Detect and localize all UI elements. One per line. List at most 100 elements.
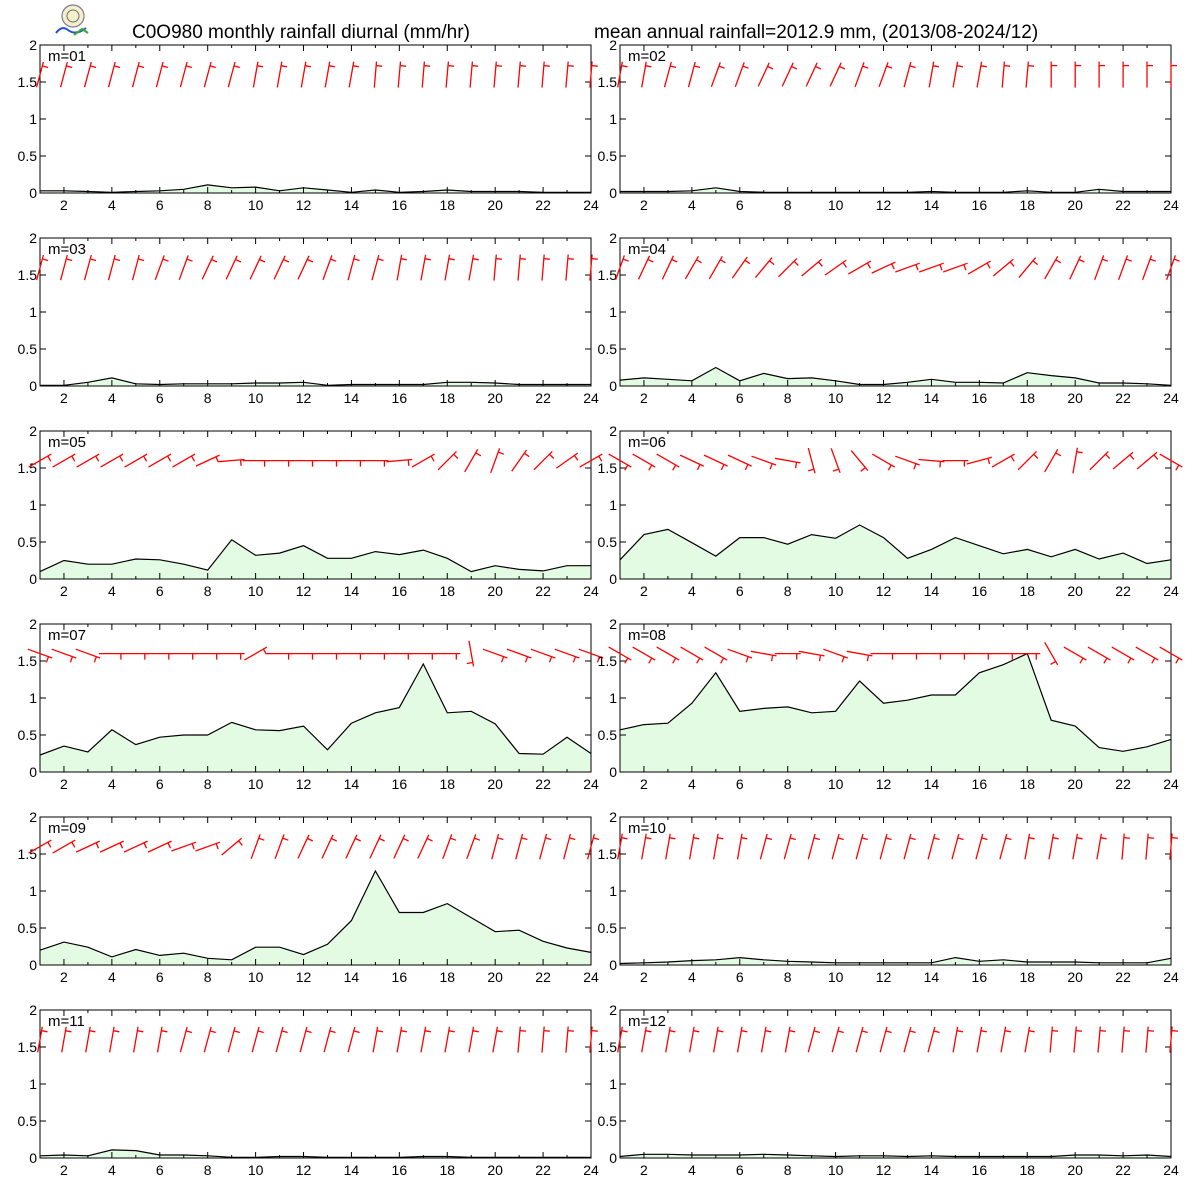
wind-barb-shaft	[918, 458, 945, 463]
x-tick-label: 4	[688, 969, 696, 985]
wind-barb-flag	[495, 64, 502, 67]
wind-barb-flag	[1099, 1029, 1106, 1032]
wind-barb-flag	[1078, 258, 1085, 263]
wind-barb	[999, 833, 1012, 860]
wind-barb-flag	[1127, 657, 1132, 664]
wind-barb-shaft	[420, 254, 427, 281]
y-tick-label: 0	[29, 957, 37, 973]
wind-barb-shaft	[225, 255, 238, 280]
wind-barb-flag	[143, 842, 148, 849]
wind-barb-flag	[259, 258, 266, 263]
wind-barb	[942, 652, 969, 660]
wind-barb-flag	[354, 837, 361, 842]
wind-barb-shaft	[952, 1026, 959, 1053]
wind-barb	[831, 833, 844, 860]
wind-barb	[663, 61, 677, 88]
wind-barb-shaft	[903, 61, 912, 88]
month-label: m=12	[628, 1013, 666, 1030]
wind-barb-shaft	[275, 1026, 284, 1053]
wind-barb	[444, 254, 455, 281]
wind-barb-flag	[1123, 1029, 1130, 1032]
x-tick-label: 20	[487, 969, 503, 985]
wind-barb	[250, 834, 265, 860]
wind-barb	[273, 255, 290, 280]
x-tick-label: 22	[535, 776, 551, 792]
x-tick-label: 6	[156, 583, 164, 599]
x-tick-label: 4	[108, 776, 116, 792]
wind-barb	[85, 1026, 96, 1053]
wind-barb	[274, 834, 289, 860]
wind-barb	[687, 61, 701, 88]
wind-barb-flag	[143, 455, 148, 462]
x-tick-label: 18	[439, 776, 455, 792]
y-tick-label: 1	[609, 111, 617, 127]
wind-barb-shaft	[727, 454, 752, 467]
y-tick-label: 0.5	[18, 727, 38, 743]
wind-barb-flag	[1005, 837, 1012, 841]
y-tick-label: 1	[609, 304, 617, 320]
wind-barb-flag	[596, 656, 601, 663]
x-tick-label: 22	[1115, 969, 1131, 985]
wind-barb	[1096, 833, 1107, 860]
x-tick-label: 18	[439, 969, 455, 985]
wind-barb	[52, 453, 76, 468]
wind-barb	[396, 1026, 407, 1053]
x-tick-label: 20	[487, 197, 503, 213]
y-tick-label: 1	[609, 690, 617, 706]
x-tick-label: 16	[392, 969, 408, 985]
panel-m-10: 00.511.522 4 6 8 10 12 14 16 18 20 22 24m=10	[598, 809, 1179, 985]
x-tick-label: 10	[828, 583, 844, 599]
wind-barb	[83, 254, 97, 281]
x-tick-label: 6	[736, 197, 744, 213]
wind-barb-flag	[215, 843, 219, 850]
x-tick-label: 8	[784, 197, 792, 213]
wind-barb	[798, 650, 825, 662]
panel-m-06: 00.511.522 4 6 8 10 12 14 16 18 20 22 24m=06	[598, 423, 1183, 599]
wind-barb	[736, 1026, 748, 1053]
wind-barb	[170, 652, 197, 660]
chart-title-right: mean annual rainfall=2012.9 mm, (2013/08…	[594, 22, 1038, 43]
wind-barb-flag	[839, 65, 846, 70]
wind-barb-flag	[66, 258, 73, 262]
wind-barb-flag	[621, 837, 628, 840]
lab-seal-logo-icon	[55, 4, 89, 36]
wind-barb	[927, 1026, 940, 1053]
wind-barb	[554, 648, 580, 663]
wind-barb-shaft	[493, 61, 497, 88]
rainfall-area	[620, 957, 1171, 965]
wind-barb	[641, 1026, 652, 1053]
wind-barb	[704, 646, 728, 664]
y-tick-label: 0	[609, 378, 617, 394]
x-tick-label: 2	[640, 969, 648, 985]
wind-barb	[1159, 646, 1183, 664]
wind-barb	[242, 459, 269, 467]
wind-barb	[434, 652, 461, 660]
wind-barb	[362, 652, 389, 660]
wind-barb	[1141, 255, 1157, 281]
wind-barb-flag	[119, 455, 124, 462]
wind-barb-shaft	[1135, 646, 1159, 661]
wind-barb-flag	[717, 837, 724, 840]
wind-barb	[854, 62, 869, 88]
wind-barb-flag	[669, 1030, 676, 1033]
wind-barb-flag	[47, 841, 52, 848]
x-tick-label: 14	[924, 776, 940, 792]
wind-barb-flag	[95, 455, 100, 462]
wind-barb	[637, 255, 654, 280]
x-tick-label: 22	[535, 1162, 551, 1178]
wind-barb-flag	[1147, 1029, 1154, 1032]
wind-barb-flag	[209, 1030, 216, 1034]
x-tick-label: 16	[972, 1162, 988, 1178]
wind-barb	[107, 254, 121, 281]
wind-barb-flag	[621, 65, 628, 68]
wind-barb-flag	[720, 464, 725, 471]
wind-barb	[172, 453, 196, 468]
wind-barb	[807, 1026, 820, 1053]
wind-barb	[783, 833, 796, 860]
wind-barb-flag	[818, 261, 823, 267]
wind-barb-flag	[331, 837, 337, 842]
wind-barb-flag	[453, 453, 459, 459]
wind-barb-shaft	[59, 254, 68, 281]
wind-barb	[641, 833, 652, 860]
